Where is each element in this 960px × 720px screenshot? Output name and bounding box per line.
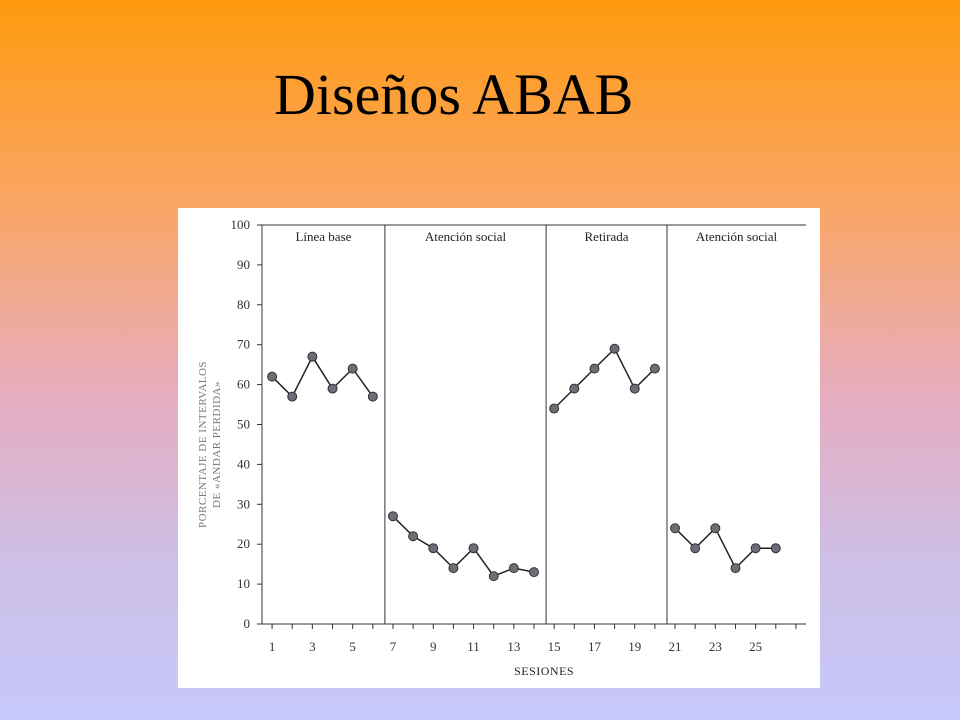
data-point [287,391,298,402]
x-tick-label: 23 [709,639,722,654]
data-point [670,523,681,534]
x-tick-label: 25 [749,639,762,654]
phase-label: Atención social [425,229,507,244]
y-tick-label: 80 [237,297,250,312]
data-point [347,363,358,374]
y-tick-label: 50 [237,417,250,432]
x-tick-label: 11 [467,639,480,654]
data-point [609,343,620,354]
phase-labels: Línea base Atención social Retirada Atenció… [295,229,777,244]
data-point [589,363,600,374]
data-point [508,563,519,574]
x-tick-label: 19 [628,639,641,654]
slide-title: Diseños ABAB [274,62,634,127]
y-axis-label-line2: DE «ANDAR PERDIDA» [211,381,223,508]
x-tick-label: 7 [390,639,397,654]
data-point [488,571,499,582]
data-point [569,383,580,394]
data-point [307,351,318,362]
x-tick-label: 3 [309,639,316,654]
data-point [730,563,741,574]
series-group [267,343,781,582]
phase-label: Atención social [696,229,778,244]
y-tick-label: 100 [231,217,251,232]
y-tick-label: 60 [237,377,250,392]
data-point [750,543,761,554]
x-axis-label: SESIONES [514,664,574,678]
data-point [710,523,721,534]
data-point [468,543,479,554]
y-tick-label: 40 [237,456,250,471]
y-tick-label: 10 [237,576,250,591]
x-tick-label: 5 [349,639,356,654]
x-ticks: 1 3 5 7 9 11 13 15 17 19 21 23 25 [269,624,797,654]
y-tick-label: 30 [237,496,250,511]
y-ticks: 0 10 20 30 40 50 60 70 80 90 100 [231,217,262,631]
series-line [271,355,374,398]
series-line [553,347,656,410]
chart-panel: 0 10 20 30 40 50 60 70 80 90 100 1 3 5 7 9 11 13 15 17 19 21… [178,208,820,688]
data-point [387,511,398,522]
series-line [674,526,776,570]
data-point [428,543,439,554]
data-point [549,403,560,414]
x-tick-label: 17 [588,639,602,654]
data-point [770,543,781,554]
chart-axes [261,224,806,625]
x-tick-label: 13 [507,639,520,654]
data-point [367,391,378,402]
x-tick-label: 15 [548,639,561,654]
data-point [408,531,419,542]
y-tick-label: 90 [237,257,250,272]
data-point [649,363,660,374]
x-tick-label: 1 [269,639,276,654]
data-point [629,383,640,394]
y-tick-label: 20 [237,536,250,551]
x-tick-label: 9 [430,639,437,654]
phase-boundaries [384,225,668,624]
data-point [327,383,338,394]
y-axis-label-line1: PORCENTAJE DE INTERVALOS [197,361,209,528]
data-point [690,543,701,554]
y-tick-label: 0 [244,616,251,631]
phase-label: Línea base [295,229,351,244]
y-tick-label: 70 [237,337,250,352]
x-tick-label: 21 [669,639,682,654]
data-point [529,567,539,578]
data-point [448,563,459,574]
data-point [267,371,278,382]
phase-label: Retirada [585,229,629,244]
